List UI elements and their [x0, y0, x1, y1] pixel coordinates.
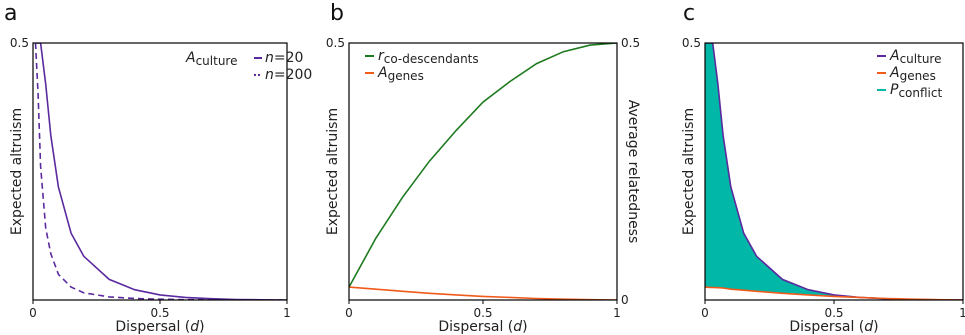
legend-label: Agenes	[889, 65, 936, 83]
x-axis-label: Dispersal (d)	[789, 319, 878, 335]
series-line-0	[349, 43, 617, 288]
x-axis-label: Dispersal (d)	[438, 319, 527, 335]
y-axis-label: Expected altruism	[325, 108, 341, 235]
x-tick-label: 0	[345, 306, 353, 320]
plot-area	[705, 43, 963, 300]
series-line-0	[35, 43, 287, 300]
legend-label: n=20	[265, 50, 303, 66]
plot-area	[349, 43, 617, 300]
legend-label: rco-descendants	[378, 48, 479, 66]
y2-tick-label: 0	[621, 293, 629, 307]
conflict-area	[705, 43, 963, 300]
legend-label: Aculture	[889, 48, 941, 66]
y-axis-label: Expected altruism	[9, 108, 25, 235]
x-tick-label: 0.5	[824, 306, 843, 320]
y-tick-label: 0.5	[10, 36, 29, 50]
x-tick-label: 1	[959, 306, 965, 320]
y-axis-label: Expected altruism	[681, 108, 697, 235]
plot-frame	[32, 42, 288, 301]
legend-title: Aculture	[185, 50, 237, 68]
plot-area	[34, 43, 287, 300]
series-line-1	[349, 286, 617, 300]
y2-tick-label: 0.5	[621, 36, 640, 50]
x-tick-label: 1	[613, 306, 621, 320]
x-tick-label: 0	[29, 306, 37, 320]
panel-letter: c	[683, 1, 695, 26]
legend-label: Agenes	[377, 65, 424, 83]
x-axis-label: Dispersal (d)	[115, 319, 204, 335]
x-tick-label: 0.5	[150, 306, 169, 320]
y-tick-label: 0.5	[326, 36, 345, 50]
series-line-1	[705, 286, 963, 300]
legend: Aculture n=20n=200	[185, 50, 312, 83]
y-tick-label: 0.5	[682, 36, 701, 50]
x-tick-label: 0	[701, 306, 709, 320]
x-tick-label: 0.5	[473, 306, 492, 320]
legend-label: n=200	[265, 67, 312, 83]
legend-label: Pconflict	[890, 82, 942, 100]
y2-axis-label: Average relatedness	[625, 100, 641, 244]
series-line-1	[34, 43, 287, 300]
panel-letter: b	[330, 1, 344, 26]
panel-letter: a	[4, 1, 17, 26]
x-tick-label: 1	[283, 306, 291, 320]
